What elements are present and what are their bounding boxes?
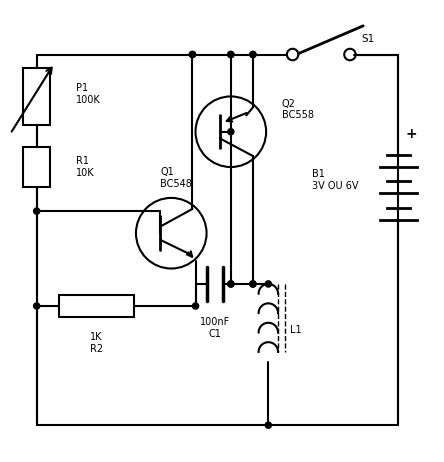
Text: S1: S1 <box>361 34 374 44</box>
Circle shape <box>228 128 234 135</box>
Text: 100nF
C1: 100nF C1 <box>200 317 230 339</box>
Text: +: + <box>405 128 417 141</box>
Circle shape <box>189 51 195 58</box>
Text: L1: L1 <box>290 325 302 335</box>
Text: B1
3V OU 6V: B1 3V OU 6V <box>313 170 359 191</box>
FancyBboxPatch shape <box>24 68 50 125</box>
Text: R1
10K: R1 10K <box>76 156 95 178</box>
Circle shape <box>228 281 234 287</box>
Circle shape <box>265 281 271 287</box>
Circle shape <box>250 51 256 58</box>
Circle shape <box>192 303 198 309</box>
Circle shape <box>34 208 40 214</box>
Circle shape <box>228 281 234 287</box>
Circle shape <box>189 51 195 58</box>
Circle shape <box>228 51 234 58</box>
Text: P1
100K: P1 100K <box>76 84 101 105</box>
Circle shape <box>250 281 256 287</box>
Circle shape <box>250 281 256 287</box>
Text: 1K
R2: 1K R2 <box>90 333 103 354</box>
FancyBboxPatch shape <box>59 295 134 317</box>
Text: Q2
BC558: Q2 BC558 <box>281 99 313 121</box>
Circle shape <box>250 51 256 58</box>
Text: Q1
BC548: Q1 BC548 <box>160 168 192 189</box>
Circle shape <box>228 51 234 58</box>
Circle shape <box>265 422 271 428</box>
FancyBboxPatch shape <box>24 147 50 187</box>
Circle shape <box>34 303 40 309</box>
